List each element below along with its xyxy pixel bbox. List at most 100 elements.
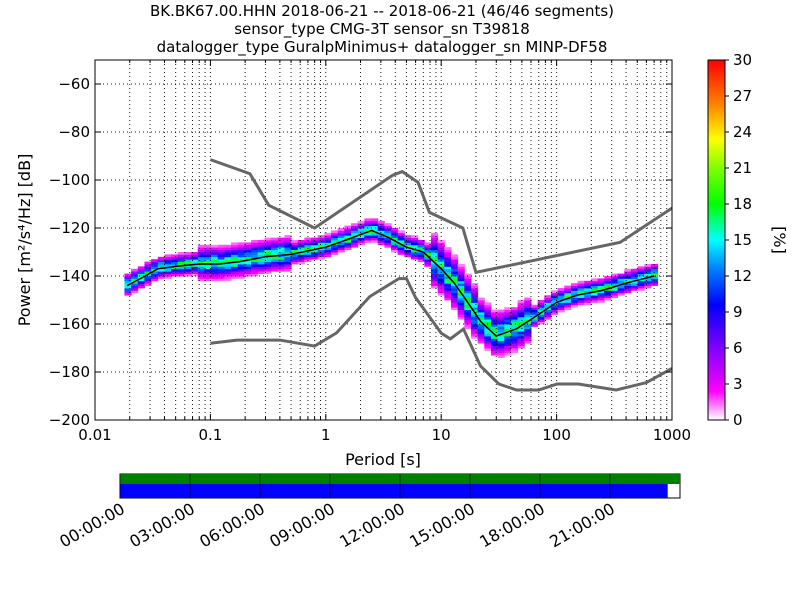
heatmap-cell xyxy=(510,331,519,334)
heatmap-cell xyxy=(217,244,225,248)
heatmap-cell xyxy=(297,252,305,255)
heatmap-cell xyxy=(431,268,439,272)
heatmap-cell xyxy=(431,247,439,250)
heatmap-cell xyxy=(244,261,252,265)
heatmap-cell xyxy=(544,302,552,306)
heatmap-cell xyxy=(464,292,472,296)
heatmap-cell xyxy=(564,302,572,306)
heatmap-cell xyxy=(557,288,565,291)
heatmap-cell xyxy=(577,297,585,301)
heatmap-cell xyxy=(650,278,659,282)
heatmap-cell xyxy=(470,328,479,332)
heatmap-cell xyxy=(570,304,579,308)
heatmap-cell xyxy=(451,295,459,298)
heatmap-cell xyxy=(431,256,439,260)
heatmap-cell xyxy=(597,285,605,289)
heatmap-cell xyxy=(537,302,545,306)
heatmap-cell xyxy=(490,326,499,330)
heatmap-cell xyxy=(217,276,225,279)
heatmap-cell xyxy=(411,249,419,253)
heatmap-cell xyxy=(497,326,505,330)
heatmap-cell xyxy=(211,276,219,279)
heatmap-cell xyxy=(244,268,252,272)
heatmap-cell xyxy=(617,290,625,294)
heatmap-cell xyxy=(204,268,212,272)
heatmap-cell xyxy=(251,249,259,253)
heatmap-cell xyxy=(497,309,505,313)
heatmap-cell xyxy=(424,242,432,246)
heatmap-cell xyxy=(224,278,232,282)
heatmap-cell xyxy=(650,280,659,284)
heatmap-cell xyxy=(351,228,359,231)
heatmap-cell xyxy=(630,285,639,289)
heatmap-cell xyxy=(557,302,565,306)
heatmap-cell xyxy=(470,314,479,318)
heatmap-cell xyxy=(364,237,372,241)
heatmap-cell xyxy=(444,259,452,262)
heatmap-cell xyxy=(231,254,239,258)
heatmap-cell xyxy=(504,348,512,351)
heatmap-cell xyxy=(124,285,132,289)
heatmap-cell xyxy=(204,261,212,265)
heatmap-cell xyxy=(291,240,299,243)
heatmap-cell xyxy=(470,333,479,337)
heatmap-cell xyxy=(424,256,432,260)
heatmap-cell xyxy=(384,240,392,243)
heatmap-cell xyxy=(584,285,592,289)
heatmap-cell xyxy=(417,240,425,243)
heatmap-cell xyxy=(244,254,252,258)
heatmap-cell xyxy=(457,316,465,320)
heatmap-cell xyxy=(417,247,425,250)
heatmap-cell xyxy=(144,268,152,272)
heatmap-cell xyxy=(337,247,345,250)
heatmap-cell xyxy=(604,295,612,298)
heatmap-cell xyxy=(411,235,419,238)
heatmap-cell xyxy=(470,309,479,313)
heatmap-cell xyxy=(324,249,332,253)
heatmap-cell xyxy=(637,283,645,286)
heatmap-cell xyxy=(504,319,512,322)
heatmap-cell xyxy=(550,297,559,301)
heatmap-cell xyxy=(397,249,405,253)
heatmap-cell xyxy=(224,266,232,270)
heatmap-cell xyxy=(251,242,259,246)
heatmap-cell xyxy=(297,254,305,258)
heatmap-cell xyxy=(277,249,285,253)
heatmap-cell xyxy=(231,266,239,270)
heatmap-cell xyxy=(171,273,179,277)
heatmap-cell xyxy=(384,232,392,236)
heatmap-cell xyxy=(337,244,345,248)
heatmap-cell xyxy=(191,264,199,267)
heatmap-cell xyxy=(630,273,639,277)
heatmap-cell xyxy=(271,249,279,253)
heatmap-cell xyxy=(604,276,612,279)
heatmap-cell xyxy=(544,312,552,315)
heatmap-cell xyxy=(324,237,332,241)
heatmap-cell xyxy=(444,254,452,258)
heatmap-cell xyxy=(351,242,359,246)
heatmap-cell xyxy=(617,285,625,289)
heatmap-cell xyxy=(197,254,205,258)
heatmap-cell xyxy=(351,237,359,241)
heatmap-cell xyxy=(337,242,345,246)
heatmap-cell xyxy=(584,302,592,306)
heatmap-cell xyxy=(497,355,505,358)
heatmap-cell xyxy=(277,261,285,265)
heatmap-cell xyxy=(317,254,325,258)
heatmap-cell xyxy=(217,268,225,272)
heatmap-cell xyxy=(257,244,265,248)
heatmap-cell xyxy=(604,285,612,289)
heatmap-cell xyxy=(597,288,605,291)
heatmap-cell xyxy=(604,280,612,284)
heatmap-cell xyxy=(470,331,479,334)
heatmap-cell xyxy=(404,242,412,246)
heatmap-cell xyxy=(177,254,185,258)
heatmap-cell xyxy=(497,331,505,334)
heatmap-cell xyxy=(544,295,552,298)
heatmap-cell xyxy=(377,240,385,243)
heatmap-cell xyxy=(217,278,225,282)
heatmap-cell xyxy=(457,264,465,267)
heatmap-cell xyxy=(504,338,512,342)
heatmap-cell xyxy=(217,247,225,250)
heatmap-cell xyxy=(470,326,479,330)
